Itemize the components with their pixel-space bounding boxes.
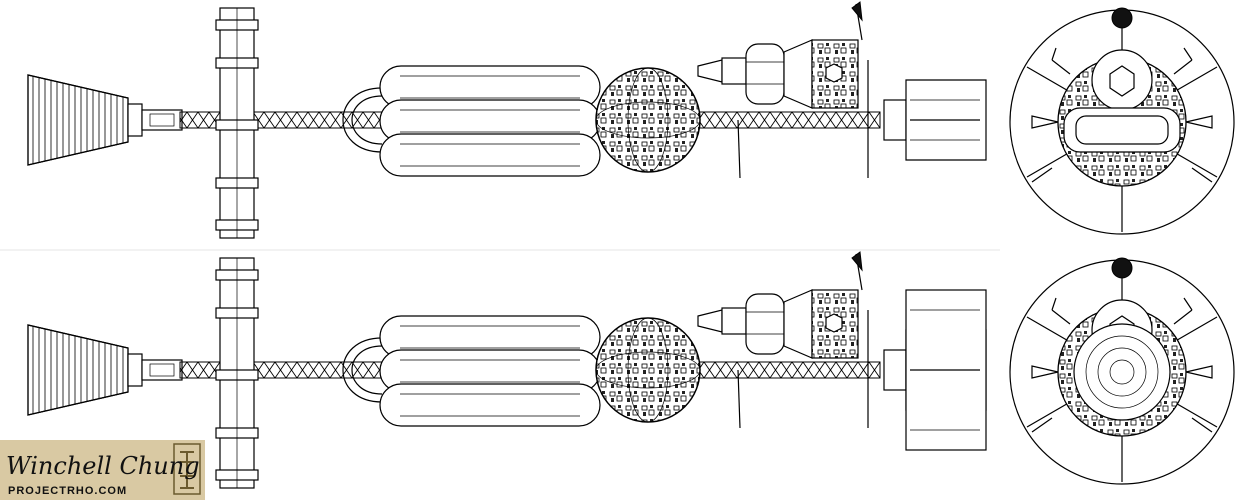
credit-logo: Winchell Chung PROJECTRHO.COM [0,440,205,500]
side-view-lower [27,251,987,489]
credit-site: PROJECTRHO.COM [8,485,127,497]
side-view-upper [27,1,987,239]
end-view-lower [1009,257,1235,485]
credit-name: Winchell Chung [6,452,200,480]
end-view-upper [1009,7,1235,235]
